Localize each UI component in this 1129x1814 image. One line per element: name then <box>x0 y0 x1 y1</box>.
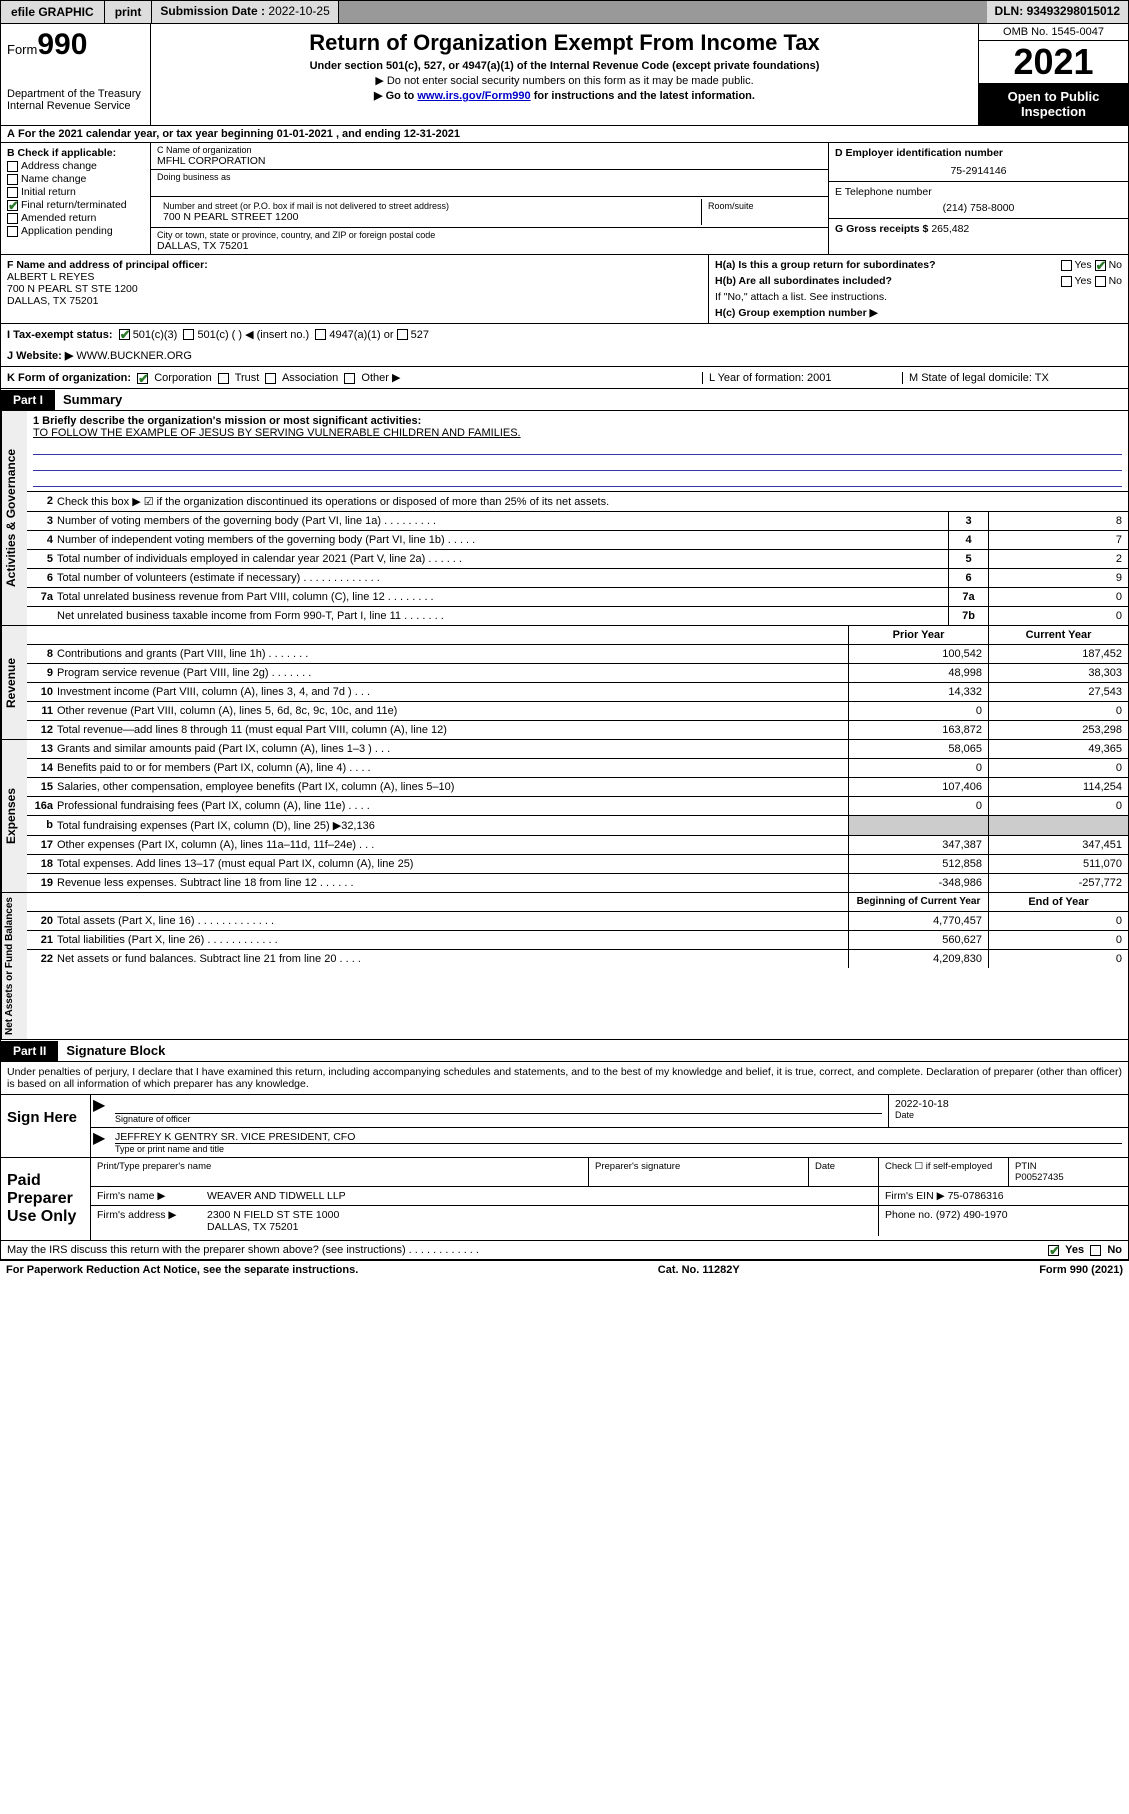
table-row: 15Salaries, other compensation, employee… <box>27 778 1128 797</box>
firm-name: WEAVER AND TIDWELL LLP <box>201 1187 878 1205</box>
table-row: 11Other revenue (Part VIII, column (A), … <box>27 702 1128 721</box>
vlabel-governance: Activities & Governance <box>1 411 27 625</box>
table-row: 21Total liabilities (Part X, line 26) . … <box>27 931 1128 950</box>
table-row: 8Contributions and grants (Part VIII, li… <box>27 645 1128 664</box>
ptin: P00527435 <box>1015 1172 1064 1183</box>
year-formation: L Year of formation: 2001 <box>702 372 902 384</box>
discuss-yes-checkbox[interactable] <box>1048 1245 1059 1256</box>
signature-intro: Under penalties of perjury, I declare th… <box>0 1062 1129 1095</box>
irs-link[interactable]: www.irs.gov/Form990 <box>417 90 530 102</box>
section-expenses: Expenses 13Grants and similar amounts pa… <box>0 740 1129 893</box>
open-inspection: Open to Public Inspection <box>979 83 1128 125</box>
phone: (214) 758-8000 <box>835 202 1122 214</box>
col-right-deg: D Employer identification number 75-2914… <box>828 143 1128 254</box>
section-governance: Activities & Governance 1 Briefly descri… <box>0 411 1129 626</box>
sign-date: 2022-10-18 <box>895 1098 1122 1110</box>
table-row: bTotal fundraising expenses (Part IX, co… <box>27 816 1128 836</box>
table-row: 12Total revenue—add lines 8 through 11 (… <box>27 721 1128 739</box>
dln: DLN: 93493298015012 <box>987 1 1128 23</box>
header-mid: Return of Organization Exempt From Incom… <box>151 24 978 125</box>
ha-no-checkbox[interactable] <box>1095 260 1106 271</box>
row-i-status: I Tax-exempt status: 501(c)(3) 501(c) ( … <box>0 324 1129 345</box>
dept-treasury: Department of the Treasury <box>7 88 144 100</box>
paid-preparer-block: Paid Preparer Use Only Print/Type prepar… <box>0 1158 1129 1241</box>
final-return-checkbox[interactable] <box>7 200 18 211</box>
principal-officer: F Name and address of principal officer:… <box>1 255 708 323</box>
section-net-assets: Net Assets or Fund Balances Beginning of… <box>0 893 1129 1040</box>
gov-row: 5Total number of individuals employed in… <box>27 550 1128 569</box>
paid-preparer-label: Paid Preparer Use Only <box>1 1158 91 1240</box>
top-toolbar: efile GRAPHIC print Submission Date : 20… <box>0 0 1129 24</box>
toolbar-spacer <box>339 1 987 23</box>
officer-name: JEFFREY K GENTRY SR. VICE PRESIDENT, CFO <box>115 1131 1122 1144</box>
page-footer: For Paperwork Reduction Act Notice, see … <box>0 1260 1129 1279</box>
form-subtitle-1: Under section 501(c), 527, or 4947(a)(1)… <box>159 60 970 72</box>
row-klm: K Form of organization: Corporation Trus… <box>0 367 1129 389</box>
table-row: 13Grants and similar amounts paid (Part … <box>27 740 1128 759</box>
table-row: 20Total assets (Part X, line 16) . . . .… <box>27 912 1128 931</box>
gov-row: Net unrelated business taxable income fr… <box>27 607 1128 625</box>
org-street: 700 N PEARL STREET 1200 <box>163 211 695 223</box>
table-row: 16aProfessional fundraising fees (Part I… <box>27 797 1128 816</box>
gov-row: 6Total number of volunteers (estimate if… <box>27 569 1128 588</box>
firm-addr2: DALLAS, TX 75201 <box>207 1221 298 1233</box>
vlabel-revenue: Revenue <box>1 626 27 739</box>
group-return: H(a) Is this a group return for subordin… <box>708 255 1128 323</box>
corp-checkbox[interactable] <box>137 373 148 384</box>
firm-ein: 75-0786316 <box>948 1190 1004 1202</box>
part-ii-header: Part II Signature Block <box>0 1040 1129 1062</box>
vlabel-net: Net Assets or Fund Balances <box>1 893 27 1039</box>
header-right: OMB No. 1545-0047 2021 Open to Public In… <box>978 24 1128 125</box>
row-j-website: J Website: ▶ WWW.BUCKNER.ORG <box>0 345 1129 367</box>
state-domicile: M State of legal domicile: TX <box>902 372 1122 384</box>
table-row: 17Other expenses (Part IX, column (A), l… <box>27 836 1128 855</box>
mission-block: 1 Briefly describe the organization's mi… <box>27 411 1128 492</box>
gov-row: 3Number of voting members of the governi… <box>27 512 1128 531</box>
ein: 75-2914146 <box>835 165 1122 177</box>
501c3-checkbox[interactable] <box>119 329 130 340</box>
gross-receipts: 265,482 <box>931 223 969 235</box>
gov-row: 4Number of independent voting members of… <box>27 531 1128 550</box>
table-row: 14Benefits paid to or for members (Part … <box>27 759 1128 778</box>
section-revenue: Revenue Prior Year Current Year 8Contrib… <box>0 626 1129 740</box>
submission-date: Submission Date : 2022-10-25 <box>152 1 338 23</box>
form-title: Return of Organization Exempt From Incom… <box>159 30 970 56</box>
org-city: DALLAS, TX 75201 <box>157 240 822 252</box>
block-bcdeg: B Check if applicable: Address change Na… <box>0 143 1129 255</box>
col-b-checkboxes: B Check if applicable: Address change Na… <box>1 143 151 254</box>
net-header-row: Beginning of Current Year End of Year <box>27 893 1128 912</box>
sign-here-label: Sign Here <box>1 1095 91 1157</box>
org-name: MFHL CORPORATION <box>157 155 822 167</box>
part-i-header: Part I Summary <box>0 389 1129 411</box>
gov-row: 7aTotal unrelated business revenue from … <box>27 588 1128 607</box>
table-row: 10Investment income (Part VIII, column (… <box>27 683 1128 702</box>
print-button[interactable]: print <box>105 1 153 23</box>
mission-text: TO FOLLOW THE EXAMPLE OF JESUS BY SERVIN… <box>33 427 521 439</box>
efile-button[interactable]: efile GRAPHIC <box>1 1 105 23</box>
tax-year: 2021 <box>979 41 1128 83</box>
row-a-period: A For the 2021 calendar year, or tax yea… <box>0 126 1129 143</box>
revenue-header-row: Prior Year Current Year <box>27 626 1128 645</box>
irs-label: Internal Revenue Service <box>7 100 144 112</box>
form-subtitle-2: ▶ Do not enter social security numbers o… <box>159 74 970 87</box>
header-left: Form990 Department of the Treasury Inter… <box>1 24 151 125</box>
vlabel-expenses: Expenses <box>1 740 27 892</box>
col-c-org: C Name of organization MFHL CORPORATION … <box>151 143 828 254</box>
sign-here-block: Sign Here ▶ Signature of officer 2022-10… <box>0 1095 1129 1158</box>
firm-phone: (972) 490-1970 <box>936 1209 1008 1221</box>
table-row: 18Total expenses. Add lines 13–17 (must … <box>27 855 1128 874</box>
firm-addr1: 2300 N FIELD ST STE 1000 <box>207 1209 339 1221</box>
row-fh: F Name and address of principal officer:… <box>0 255 1129 324</box>
table-row: 19Revenue less expenses. Subtract line 1… <box>27 874 1128 892</box>
table-row: 22Net assets or fund balances. Subtract … <box>27 950 1128 968</box>
discuss-row: May the IRS discuss this return with the… <box>0 1241 1129 1260</box>
form-subtitle-3: ▶ Go to www.irs.gov/Form990 for instruct… <box>159 89 970 102</box>
gov-row: 2Check this box ▶ ☑ if the organization … <box>27 492 1128 512</box>
table-row: 9Program service revenue (Part VIII, lin… <box>27 664 1128 683</box>
form-header: Form990 Department of the Treasury Inter… <box>0 24 1129 126</box>
website: WWW.BUCKNER.ORG <box>76 350 192 362</box>
omb-number: OMB No. 1545-0047 <box>979 24 1128 41</box>
